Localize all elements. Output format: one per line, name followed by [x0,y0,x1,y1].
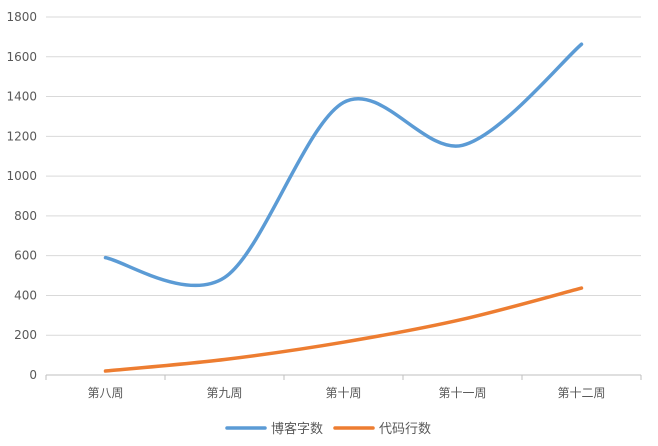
y-tick-label: 1400 [6,90,37,104]
y-tick-label: 1600 [6,50,37,64]
y-axis: 0 200 400 600 800 1000 1200 1400 1600 1800 [6,10,37,382]
series-lines [103,42,584,373]
y-tick-label: 400 [14,288,37,302]
legend-item: 博客字数 [225,421,323,437]
y-tick-label: 800 [14,209,37,223]
y-tick-label: 1200 [6,129,37,143]
legend-item: 代码行数 [333,422,431,437]
y-tick-label: 600 [14,249,37,263]
series-line-1 [103,42,584,288]
legend-label: 博客字数 [271,421,323,437]
y-tick-label: 0 [29,368,37,382]
y-tick-label: 1000 [6,169,37,183]
series-line-2 [103,286,584,373]
x-tick-label: 第八周 [87,386,123,400]
x-tick-label: 第九周 [206,386,242,400]
x-tick-label: 第十一周 [438,386,486,400]
x-axis: 第八周 第九周 第十周 第十一周 第十二周 [45,375,642,400]
y-tick-label: 200 [14,328,37,342]
x-tick-label: 第十周 [325,386,361,400]
legend: 博客字数 代码行数 [225,421,431,437]
y-tick-label: 1800 [6,10,37,24]
gridlines [46,16,641,376]
legend-label: 代码行数 [379,422,431,437]
x-tick-label: 第十二周 [557,386,605,400]
